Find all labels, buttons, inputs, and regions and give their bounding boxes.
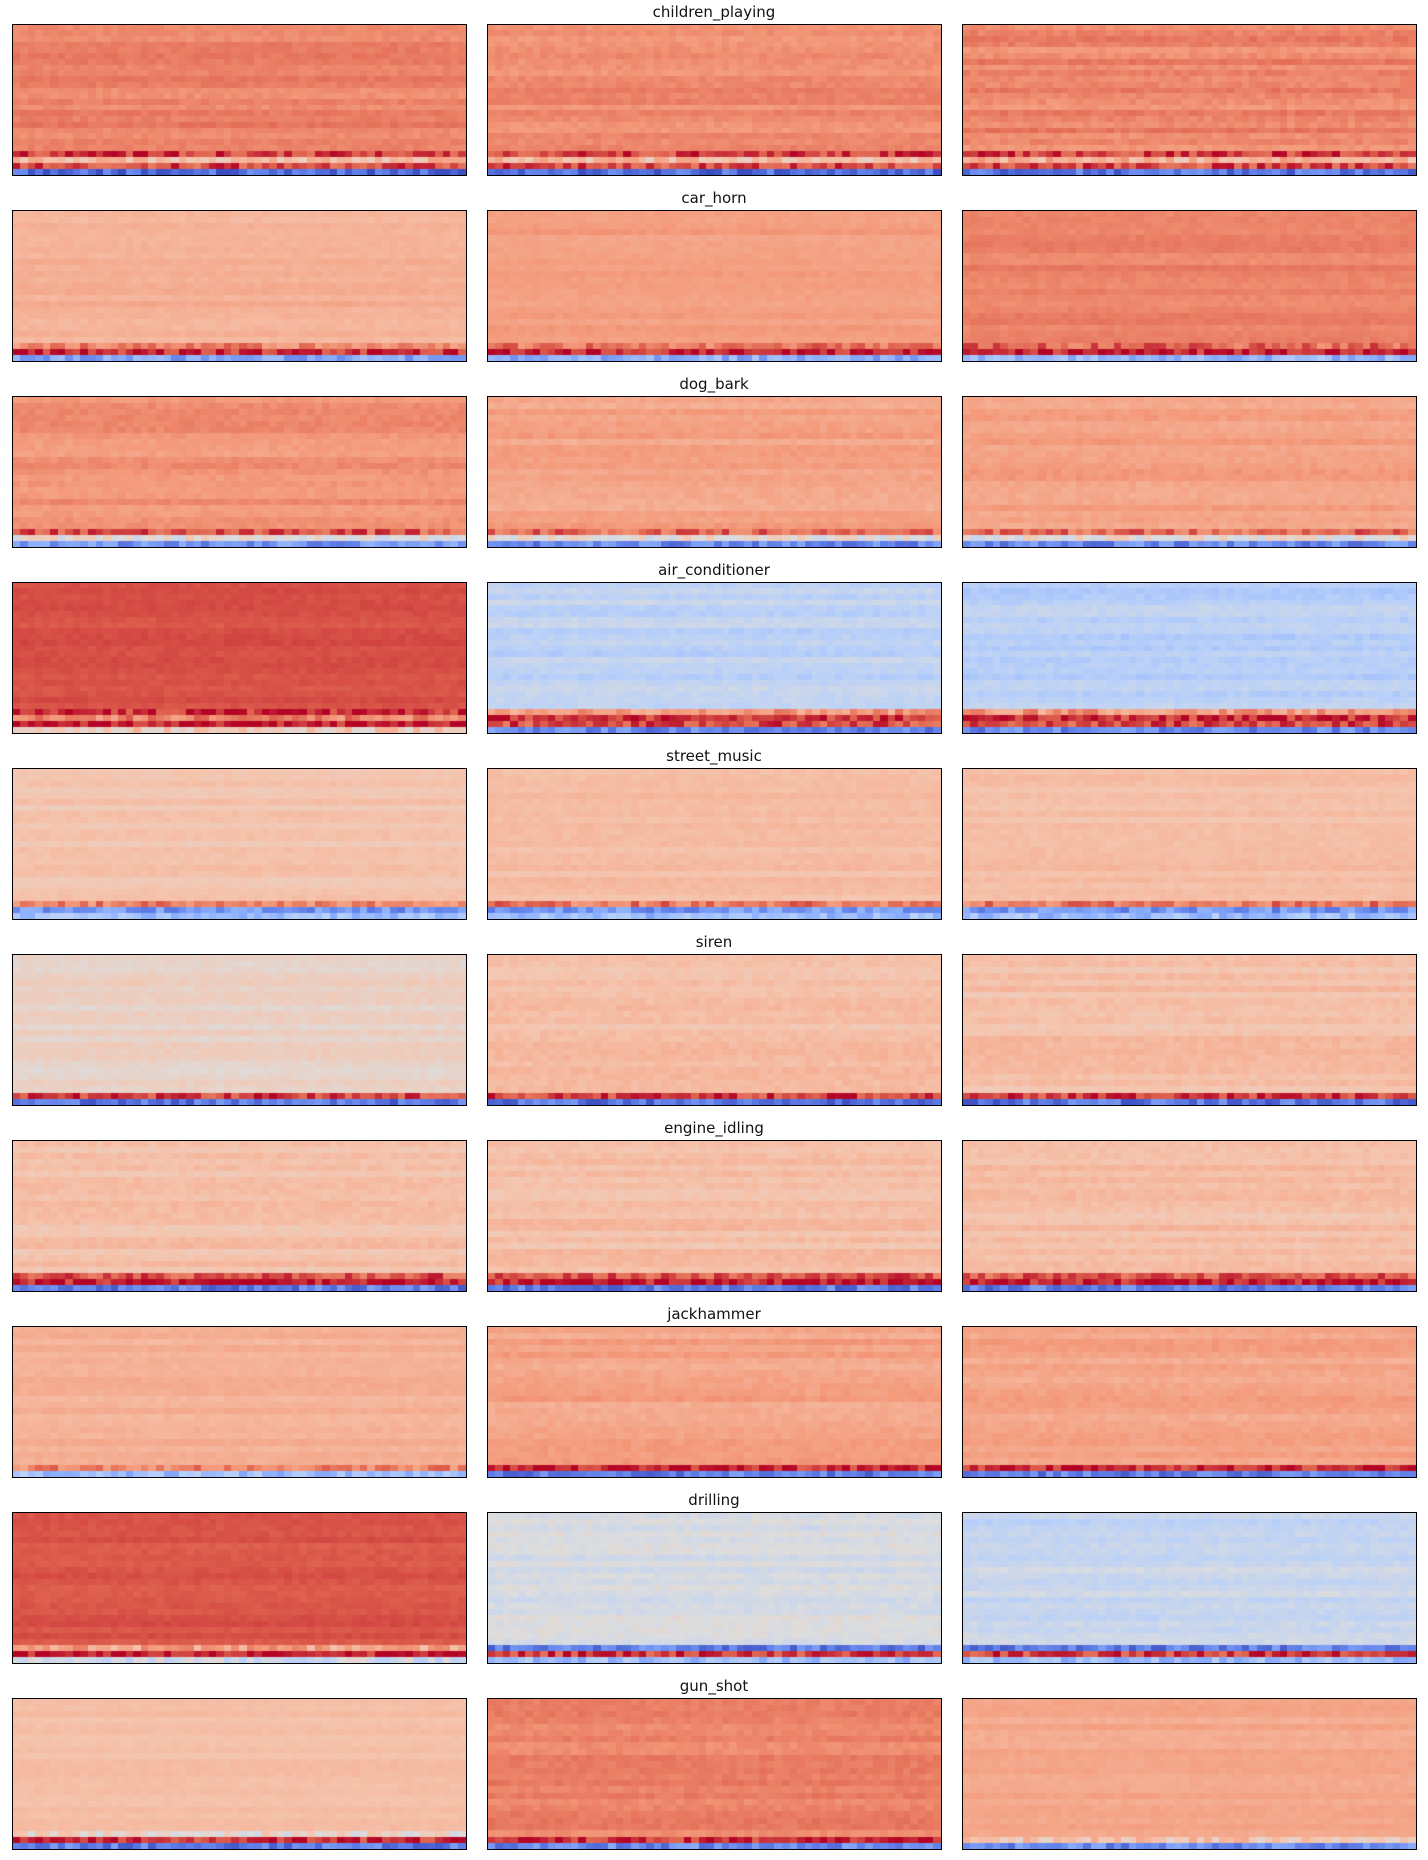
heatmap-panel xyxy=(487,954,942,1106)
heatmap-panel xyxy=(962,768,1417,920)
heatmap-panel xyxy=(962,582,1417,734)
heatmap-panel xyxy=(12,396,467,548)
heatmap-cells xyxy=(13,211,466,361)
heatmap-panel xyxy=(487,1140,942,1292)
row-title: gun_shot xyxy=(679,1677,749,1695)
heatmap-cells xyxy=(13,1141,466,1291)
heatmap-panel xyxy=(487,210,942,362)
heatmap-panel xyxy=(12,954,467,1106)
row-title: children_playing xyxy=(652,3,776,21)
heatmap-cells xyxy=(13,397,466,547)
heatmap-cells xyxy=(963,397,1416,547)
heatmap-cells xyxy=(488,769,941,919)
row-title: siren xyxy=(695,933,733,951)
heatmap-cells xyxy=(963,25,1416,175)
row-title: car_horn xyxy=(681,189,747,207)
heatmap-cells xyxy=(488,1513,941,1663)
heatmap-cells xyxy=(488,583,941,733)
heatmap-cells xyxy=(963,955,1416,1105)
heatmap-panel xyxy=(962,1140,1417,1292)
heatmap-cells xyxy=(488,1699,941,1849)
heatmap-panel xyxy=(962,24,1417,176)
heatmap-panel xyxy=(487,1326,942,1478)
heatmap-cells xyxy=(13,25,466,175)
heatmap-cells xyxy=(963,1141,1416,1291)
heatmap-panel xyxy=(962,1326,1417,1478)
heatmap-panel xyxy=(487,1698,942,1850)
heatmap-panel xyxy=(12,1698,467,1850)
heatmap-cells xyxy=(963,583,1416,733)
heatmap-panel xyxy=(12,24,467,176)
heatmap-cells xyxy=(963,769,1416,919)
heatmap-panel xyxy=(12,1326,467,1478)
heatmap-panel xyxy=(487,1512,942,1664)
row-title: air_conditioner xyxy=(658,561,770,579)
heatmap-panel xyxy=(962,1698,1417,1850)
heatmap-cells xyxy=(963,211,1416,361)
heatmap-panel xyxy=(487,582,942,734)
heatmap-cells xyxy=(488,955,941,1105)
heatmap-cells xyxy=(13,583,466,733)
heatmap-panel xyxy=(962,396,1417,548)
heatmap-cells xyxy=(13,1513,466,1663)
heatmap-cells xyxy=(13,955,466,1105)
heatmap-panel xyxy=(12,582,467,734)
row-title: street_music xyxy=(666,747,762,765)
heatmap-panel xyxy=(487,24,942,176)
heatmap-panel xyxy=(487,396,942,548)
heatmap-cells xyxy=(488,211,941,361)
heatmap-cells xyxy=(13,769,466,919)
heatmap-cells xyxy=(963,1513,1416,1663)
row-title: drilling xyxy=(688,1491,740,1509)
heatmap-cells xyxy=(963,1327,1416,1477)
heatmap-panel xyxy=(962,1512,1417,1664)
heatmap-panel xyxy=(12,1512,467,1664)
heatmap-panel xyxy=(962,954,1417,1106)
heatmap-panel xyxy=(962,210,1417,362)
heatmap-panel xyxy=(12,210,467,362)
heatmap-cells xyxy=(488,25,941,175)
heatmap-panel xyxy=(487,768,942,920)
row-title: dog_bark xyxy=(679,375,749,393)
heatmap-cells xyxy=(13,1327,466,1477)
heatmap-cells xyxy=(488,397,941,547)
heatmap-cells xyxy=(13,1699,466,1849)
heatmap-panel xyxy=(12,1140,467,1292)
row-title: engine_idling xyxy=(664,1119,764,1137)
heatmap-cells xyxy=(963,1699,1416,1849)
row-title: jackhammer xyxy=(667,1305,761,1323)
heatmap-panel xyxy=(12,768,467,920)
heatmap-cells xyxy=(488,1327,941,1477)
heatmap-cells xyxy=(488,1141,941,1291)
